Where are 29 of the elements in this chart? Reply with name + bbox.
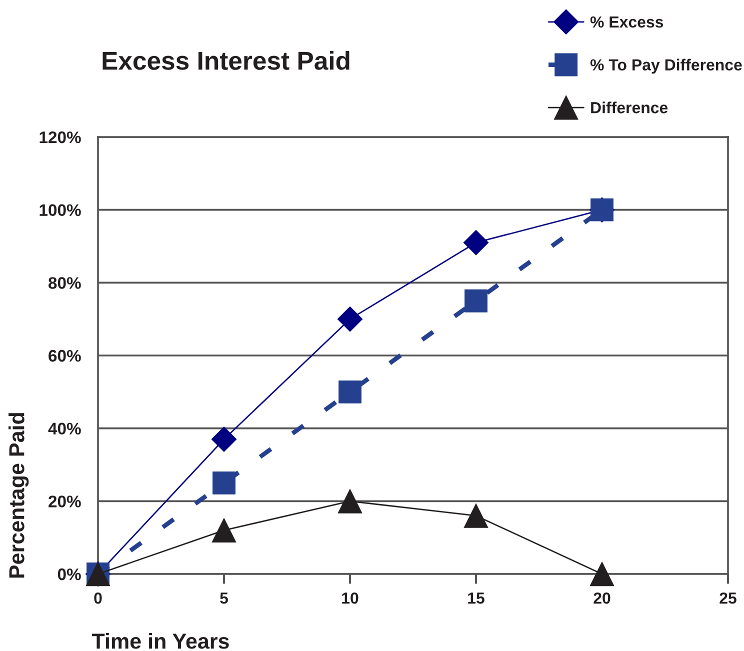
chart-title: Excess Interest Paid [102, 51, 350, 70]
y-tick-label: 40% [48, 422, 81, 435]
y-tick-label: 0% [58, 568, 81, 580]
x-tick-label: 5 [220, 592, 228, 604]
point [463, 230, 489, 256]
x-tick-label: 25 [720, 592, 736, 604]
legend-label: Difference [591, 102, 668, 114]
x-tick-label: 10 [342, 592, 358, 604]
y-tick-label: 100% [40, 204, 81, 216]
x-axis-title: Time in Years [92, 632, 229, 649]
point [212, 518, 236, 542]
point [338, 489, 362, 514]
legend-label: % To Pay Difference [590, 58, 742, 74]
x-tick-label: 15 [468, 592, 484, 604]
point [212, 471, 236, 494]
legend-label: % Excess [590, 16, 664, 28]
point [211, 426, 237, 452]
point [464, 504, 488, 528]
x-tick-label: 20 [594, 592, 610, 604]
y-tick-label: 60% [48, 350, 81, 362]
y-tick-label: 120% [40, 131, 81, 144]
point [464, 289, 488, 312]
y-axis-title: Percentage Paid [8, 412, 29, 578]
point [590, 562, 614, 586]
x-tick-label: 0 [94, 592, 102, 604]
point [338, 380, 362, 404]
y-tick-label: 80% [48, 277, 81, 289]
point [337, 306, 363, 332]
y-tick-label: 20% [48, 496, 81, 508]
